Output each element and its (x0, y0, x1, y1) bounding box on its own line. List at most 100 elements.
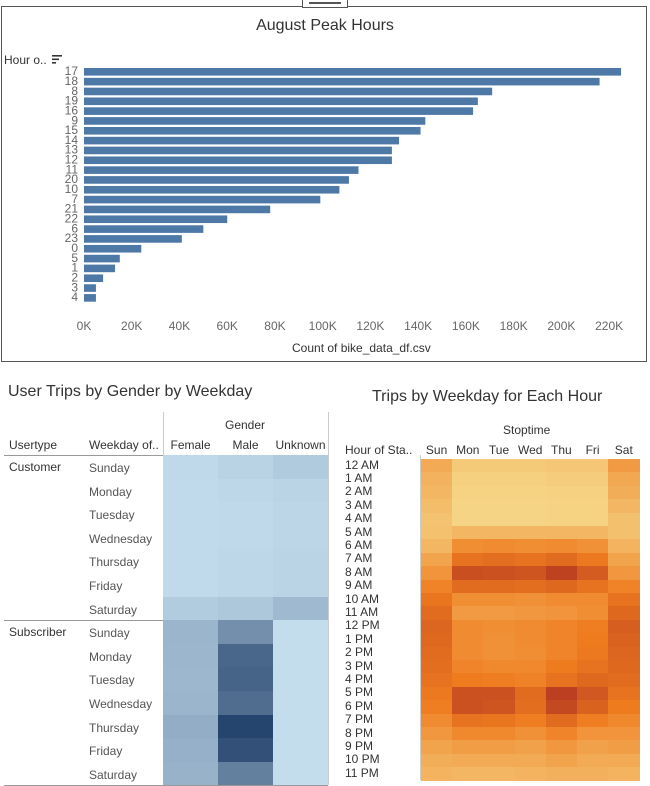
weekday-hour-cell[interactable] (577, 539, 609, 554)
gender-col-female[interactable]: Female (170, 438, 211, 452)
weekday-hour-cell[interactable] (545, 459, 578, 473)
weekday-label[interactable]: Friday (89, 744, 123, 759)
gender-cell[interactable] (273, 738, 328, 763)
weekday-hour-cell[interactable] (608, 633, 640, 648)
bar-hour-19[interactable] (84, 97, 478, 106)
hour-row-label[interactable]: 7 AM (345, 551, 373, 566)
weekday-hour-cell[interactable] (545, 740, 578, 755)
weekday-hour-cell[interactable] (545, 606, 578, 621)
hour-row-label[interactable]: 3 AM (345, 497, 373, 512)
weekday-hour-cell[interactable] (608, 472, 640, 487)
usertype-label-customer[interactable]: Customer (9, 460, 62, 474)
gender-col-male[interactable]: Male (232, 438, 259, 452)
hour-row-label[interactable]: 2 AM (345, 484, 373, 499)
weekday-hour-cell[interactable] (577, 713, 609, 728)
weekday-hour-cell[interactable] (421, 740, 453, 755)
weekday-hour-cell[interactable] (514, 740, 547, 755)
weekday-hour-cell[interactable] (421, 485, 453, 500)
hour-row-label[interactable]: 11 PM (345, 765, 379, 780)
weekday-hour-cell[interactable] (483, 485, 516, 500)
weekday-hour-cell[interactable] (421, 700, 453, 715)
sort-descending-icon[interactable] (52, 55, 62, 64)
weekday-hour-cell[interactable] (577, 459, 609, 473)
hour-row-label[interactable]: 1 PM (345, 631, 374, 646)
weekday-hour-cell[interactable] (452, 727, 484, 741)
gender-cell[interactable] (218, 643, 273, 668)
gender-cell[interactable] (218, 738, 273, 763)
bar-hour-2[interactable] (84, 274, 104, 283)
weekday-hour-cell[interactable] (421, 606, 453, 621)
bar-hour-3[interactable] (84, 284, 96, 292)
weekday-hour-cell[interactable] (452, 606, 484, 621)
weekday-hour-cell[interactable] (545, 713, 578, 728)
weekday-hour-cell[interactable] (514, 713, 547, 728)
gender-cell[interactable] (218, 525, 273, 550)
weekday-hour-cell[interactable] (514, 566, 547, 581)
weekday-hour-cell[interactable] (577, 753, 609, 768)
weekday-hour-cell[interactable] (421, 472, 453, 487)
bar-hour-22[interactable] (84, 215, 228, 224)
hour-row-label[interactable]: 9 PM (345, 738, 374, 753)
usertype-header[interactable]: Usertype (9, 438, 58, 452)
weekday-hour-cell[interactable] (421, 767, 453, 782)
weekday-hour-cell[interactable] (608, 566, 640, 581)
bar-hour-20[interactable] (84, 176, 349, 184)
weekday-hour-cell[interactable] (421, 633, 453, 648)
weekday-hour-cell[interactable] (514, 700, 547, 715)
hour-row-label[interactable]: 3 PM (345, 658, 374, 673)
weekday-hour-cell[interactable] (608, 499, 640, 514)
weekday-hour-cell[interactable] (545, 673, 578, 688)
hour-row-label[interactable]: 4 AM (345, 511, 373, 526)
weekday-hour-cell[interactable] (483, 579, 516, 594)
weekday-hour-cell[interactable] (608, 459, 640, 473)
gender-cell[interactable] (163, 478, 218, 503)
gender-cell[interactable] (273, 525, 328, 550)
hour-row-label[interactable]: 4 PM (345, 671, 374, 686)
day-col-sat[interactable]: Sat (614, 443, 633, 457)
hour-row-label[interactable]: 5 AM (345, 524, 373, 539)
weekday-hour-cell[interactable] (545, 539, 578, 554)
weekday-hour-cell[interactable] (514, 485, 547, 500)
weekday-hour-cell[interactable] (608, 767, 640, 782)
weekday-hour-cell[interactable] (577, 593, 609, 607)
gender-cell[interactable] (218, 549, 273, 574)
gender-cell[interactable] (163, 573, 218, 598)
gender-cell[interactable] (273, 502, 328, 527)
weekday-hour-cell[interactable] (608, 512, 640, 527)
weekday-hour-cell[interactable] (514, 686, 547, 701)
weekday-hour-cell[interactable] (421, 646, 453, 661)
weekday-hour-cell[interactable] (483, 526, 516, 540)
gender-cell[interactable] (273, 714, 328, 739)
bar-hour-12[interactable] (84, 156, 392, 165)
bar-hour-6[interactable] (84, 225, 204, 233)
bar-hour-21[interactable] (84, 205, 271, 214)
weekday-hour-cell[interactable] (577, 606, 609, 621)
hour-row-label[interactable]: 8 AM (345, 564, 373, 579)
weekday-hour-cell[interactable] (421, 512, 453, 527)
gender-cell[interactable] (218, 573, 273, 598)
bar-hour-5[interactable] (84, 254, 120, 263)
weekday-hour-cell[interactable] (514, 646, 547, 661)
gender-cell[interactable] (163, 714, 218, 739)
weekday-hour-cell[interactable] (452, 753, 484, 768)
hour-row-label[interactable]: 10 AM (345, 591, 380, 606)
weekday-hour-cell[interactable] (514, 606, 547, 621)
weekday-hour-cell[interactable] (545, 485, 578, 500)
weekday-hour-cell[interactable] (483, 459, 516, 473)
weekday-hour-cell[interactable] (421, 526, 453, 540)
weekday-hour-cell[interactable] (545, 579, 578, 594)
gender-cell[interactable] (273, 761, 328, 786)
hour-row-label[interactable]: 12 AM (345, 457, 380, 472)
bar-hour-13[interactable] (84, 146, 392, 155)
weekday-hour-cell[interactable] (545, 660, 578, 674)
day-col-thu[interactable]: Thu (551, 443, 572, 457)
gender-cell[interactable] (218, 502, 273, 527)
gender-cell[interactable] (218, 714, 273, 739)
weekday-hour-cell[interactable] (577, 700, 609, 715)
gender-cell[interactable] (273, 596, 328, 621)
weekday-hour-cell[interactable] (545, 646, 578, 661)
hour-row-label[interactable]: 7 PM (345, 712, 374, 727)
hour-row-label[interactable]: 5 PM (345, 685, 374, 700)
gender-cell[interactable] (218, 596, 273, 621)
weekday-hour-cell[interactable] (421, 673, 453, 688)
